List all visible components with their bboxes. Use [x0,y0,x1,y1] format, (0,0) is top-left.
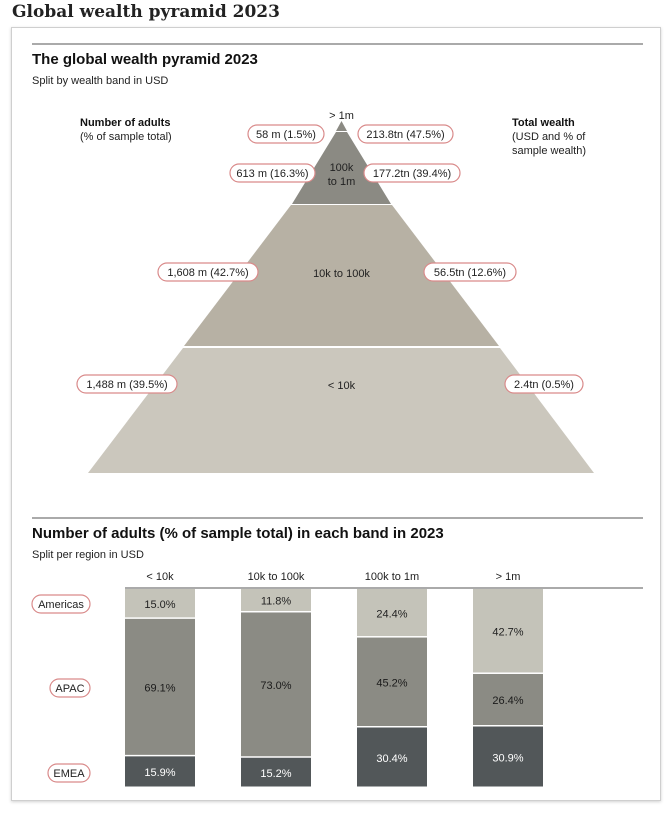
bar-segment-apac [241,612,311,757]
pill-wealth-over-1m [357,124,454,144]
bar-value-label: 45.2% [376,678,407,690]
pill-adults-under-10k [76,374,178,394]
bar-segment-apac [473,673,543,726]
pill-region-americas [31,594,91,614]
band-label-10k-to-100k: 10k to 100k [313,268,370,280]
pill-region-emea [47,763,91,783]
pill-wealth-100k-to-1m [363,163,461,183]
category-label: 10k to 100k [248,571,305,583]
category-label: < 10k [146,571,174,583]
band-label-100k-line-2: to 1m [328,176,356,188]
infographic-card: The global wealth pyramid 2023 Split by … [11,27,661,801]
pill-wealth-under-10k [504,374,584,394]
pill-adults-over-1m [247,124,325,144]
bars-subtitle: Split per region in USD [32,549,144,561]
pill-adults-100k-to-1m [229,163,316,183]
right-header-line-1: Total wealth [512,117,575,129]
category-label: 100k to 1m [365,571,419,583]
band-label-under-10k: < 10k [328,380,356,392]
bar-value-label: 15.9% [144,767,175,779]
bar-segment-emea [473,726,543,787]
bar-segment-emea [241,757,311,787]
left-header-line-2: (% of sample total) [80,131,172,143]
bar-value-label: 30.9% [492,752,523,764]
right-header-line-3: sample wealth) [512,145,586,157]
pyramid-tier-under-10k [88,348,594,473]
category-label: > 1m [496,571,521,583]
bar-value-label: 73.0% [260,680,291,692]
bar-segment-americas [125,589,195,618]
adults-under-10k: 1,488 m (39.5%) [86,379,167,391]
adults-10k-to-100k: 1,608 m (42.7%) [167,267,248,279]
adults-100k-to-1m: 613 m (16.3%) [236,168,308,180]
wealth-100k-to-1m: 177.2tn (39.4%) [373,168,451,180]
band-label-100k-line-1: 100k [330,162,354,174]
pyramid-tier-100k-to-1m [292,132,391,204]
bar-value-label: 69.1% [144,683,175,695]
region-label-apac: APAC [55,683,84,695]
region-label-emea: EMEA [53,768,85,780]
stacked-bars: < 10k 15.0% 69.1% 15.9% 10k to 100k 11.8% 73.0… [125,571,543,787]
bar-value-label: 15.2% [260,768,291,780]
bar-value-label: 24.4% [376,608,407,620]
pill-region-apac [49,678,91,698]
pill-wealth-10k-to-100k [423,262,517,282]
bar-segment-apac [125,618,195,755]
bar-segment-apac [357,637,427,727]
pill-adults-10k-to-100k [157,262,259,282]
pyramid-subtitle: Split by wealth band in USD [32,75,168,87]
bar-value-label: 26.4% [492,695,523,707]
bar-value-label: 15.0% [144,599,175,611]
region-label-americas: Americas [38,599,84,611]
right-header-line-2: (USD and % of [512,131,586,143]
bar-value-label: 42.7% [492,626,523,638]
adults-over-1m: 58 m (1.5%) [256,129,316,141]
bar-segment-americas [241,589,311,611]
bar-value-label: 30.4% [376,753,407,765]
band-label-over-1m: > 1m [329,110,354,122]
wealth-infographic: The global wealth pyramid 2023 Split by … [31,43,643,787]
bar-segment-emea [357,727,427,787]
bar-segment-americas [473,589,543,673]
bar-segment-emea [125,756,195,787]
pyramid-tier-10k-to-100k [184,205,499,346]
pyramid-title: The global wealth pyramid 2023 [32,51,258,68]
wealth-over-1m: 213.8tn (47.5%) [366,129,444,141]
wealth-10k-to-100k: 56.5tn (12.6%) [434,267,506,279]
wealth-under-10k: 2.4tn (0.5%) [514,379,574,391]
bar-segment-americas [357,589,427,637]
pyramid-tier-over-1m [336,121,347,131]
bar-value-label: 11.8% [261,596,292,608]
page-title: Global wealth pyramid 2023 [12,2,280,22]
bars-title: Number of adults (% of sample total) in … [32,525,444,542]
left-header-line-1: Number of adults [80,117,170,129]
